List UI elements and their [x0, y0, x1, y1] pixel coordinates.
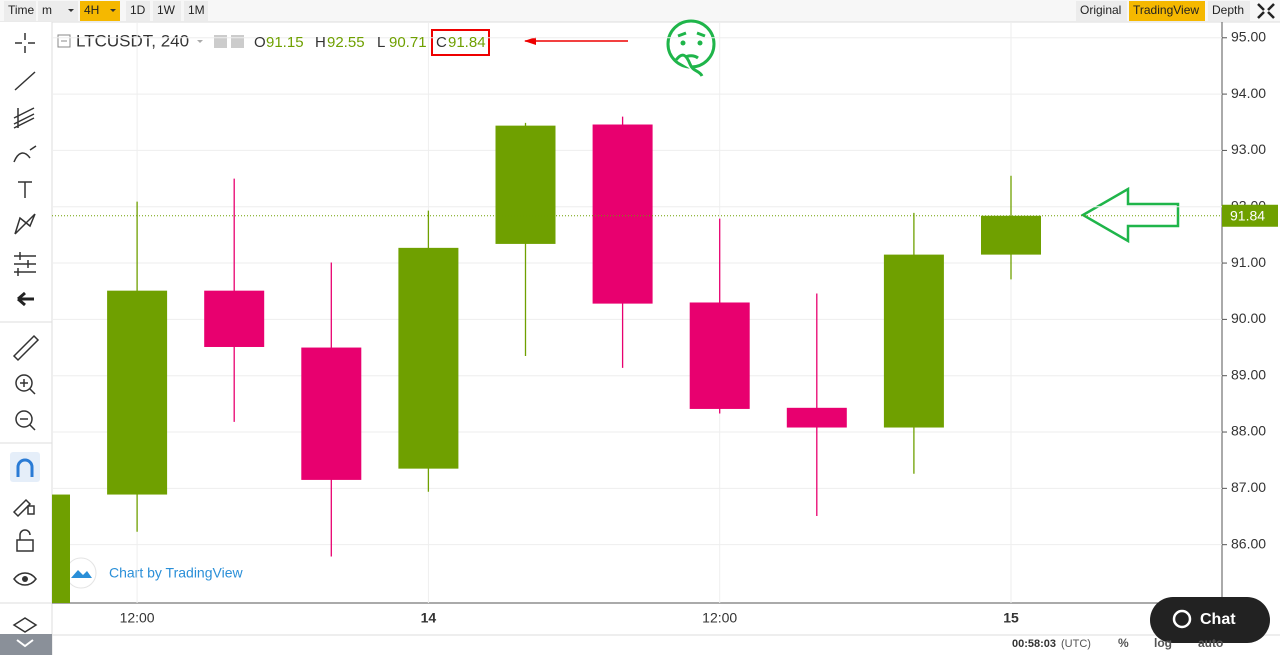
scale-options[interactable]: % log auto: [1118, 636, 1223, 650]
view-button[interactable]: [1076, 1, 1127, 21]
timeframe-button[interactable]: [80, 1, 120, 21]
ohlc-letter: H: [315, 34, 326, 51]
y-tick-label: 90.00: [1231, 310, 1266, 326]
y-tick-label: 91.00: [1231, 254, 1266, 270]
x-tick-label: 12:00: [702, 610, 737, 626]
ohlc-value: 91.84: [448, 34, 486, 51]
settings-icon[interactable]: [214, 35, 227, 48]
timeframe-label: 4H: [84, 3, 99, 17]
timeframe-button[interactable]: [184, 1, 208, 21]
view-buttons[interactable]: Original TradingView Depth: [1076, 1, 1250, 21]
view-button[interactable]: [1129, 1, 1205, 21]
timezone: (UTC): [1061, 638, 1091, 650]
view-label: Depth: [1212, 3, 1244, 17]
timeframe-label: 1M: [188, 3, 205, 17]
dropdown-caret[interactable]: [197, 40, 203, 43]
annotation-arrow: [1080, 186, 1180, 244]
chat-button[interactable]: [1150, 597, 1270, 643]
last-price-tag: [1222, 204, 1278, 227]
y-tick-label: 94.00: [1231, 85, 1266, 101]
timeframe-label: m: [42, 3, 52, 17]
timeframe-button[interactable]: [126, 1, 150, 21]
candle-body: [592, 124, 653, 304]
dropdown-caret: [68, 9, 74, 12]
candle-body: [883, 254, 944, 428]
view-button[interactable]: [1208, 1, 1250, 21]
highlight-box: [431, 29, 490, 56]
ohlc-value: 91.15: [266, 34, 304, 51]
y-tick-label: 88.00: [1231, 423, 1266, 439]
candle-body: [495, 125, 556, 244]
ohlc-letter: L: [377, 34, 385, 51]
timeframe-button[interactable]: [153, 1, 181, 21]
ohlc-letter: C: [436, 34, 447, 51]
annotation-arrow: [524, 37, 536, 45]
x-tick-label: 12:00: [120, 610, 155, 626]
candle-body: [689, 302, 750, 409]
candle-body: [786, 407, 847, 428]
candle-body: [301, 347, 362, 480]
timeframe-buttons[interactable]: Time m 4H 1D 1W 1M: [4, 1, 208, 21]
scale-option[interactable]: log: [1154, 636, 1172, 650]
timeframe-label: 1W: [157, 3, 176, 17]
candle-body: [398, 247, 459, 469]
timeframe-label: 1D: [130, 3, 146, 17]
thinking-emoji: [666, 19, 716, 77]
watermark[interactable]: Chart by TradingView: [109, 565, 243, 581]
chat-icon: [1172, 609, 1192, 629]
ohlc-value: 92.55: [327, 34, 365, 51]
view-label: Original: [1080, 3, 1121, 17]
timeframe-button[interactable]: [38, 1, 78, 21]
timeframe-label: Time: [8, 3, 35, 17]
y-tick-label: 89.00: [1231, 366, 1266, 382]
candle-body: [107, 290, 168, 495]
clock: 00:58:03: [1012, 638, 1056, 650]
last-price-label: 91.84: [1230, 207, 1265, 223]
scale-option[interactable]: %: [1118, 636, 1129, 650]
top-bar: [0, 0, 1280, 22]
candle-body: [204, 290, 265, 347]
y-tick-label: 87.00: [1231, 479, 1266, 495]
chat-label: Chat: [1200, 611, 1236, 628]
settings-icon[interactable]: [231, 35, 244, 48]
candle-body: [52, 494, 70, 603]
collapse-icon[interactable]: [57, 34, 71, 48]
timeframe-button[interactable]: [4, 1, 36, 21]
tool-icons[interactable]: [0, 33, 52, 655]
dropdown-caret: [110, 9, 116, 12]
candle-body: [981, 215, 1041, 255]
ohlc-letter: O: [254, 34, 266, 51]
x-tick-label: 15: [1003, 610, 1019, 626]
plot: [52, 22, 1222, 603]
left-toolbar: [0, 22, 52, 655]
view-label: TradingView: [1133, 3, 1199, 17]
logo: [71, 570, 92, 578]
scale-option[interactable]: auto: [1198, 636, 1223, 650]
y-tick-label: 95.00: [1231, 28, 1266, 44]
fullscreen-icon[interactable]: [1257, 3, 1275, 19]
symbol: LTCUSDT, 240: [76, 31, 189, 50]
ohlc-value: 90.71: [389, 34, 427, 51]
y-tick-label: 93.00: [1231, 141, 1266, 157]
x-tick-label: 14: [421, 610, 437, 626]
y-tick-label: 86.00: [1231, 535, 1266, 551]
